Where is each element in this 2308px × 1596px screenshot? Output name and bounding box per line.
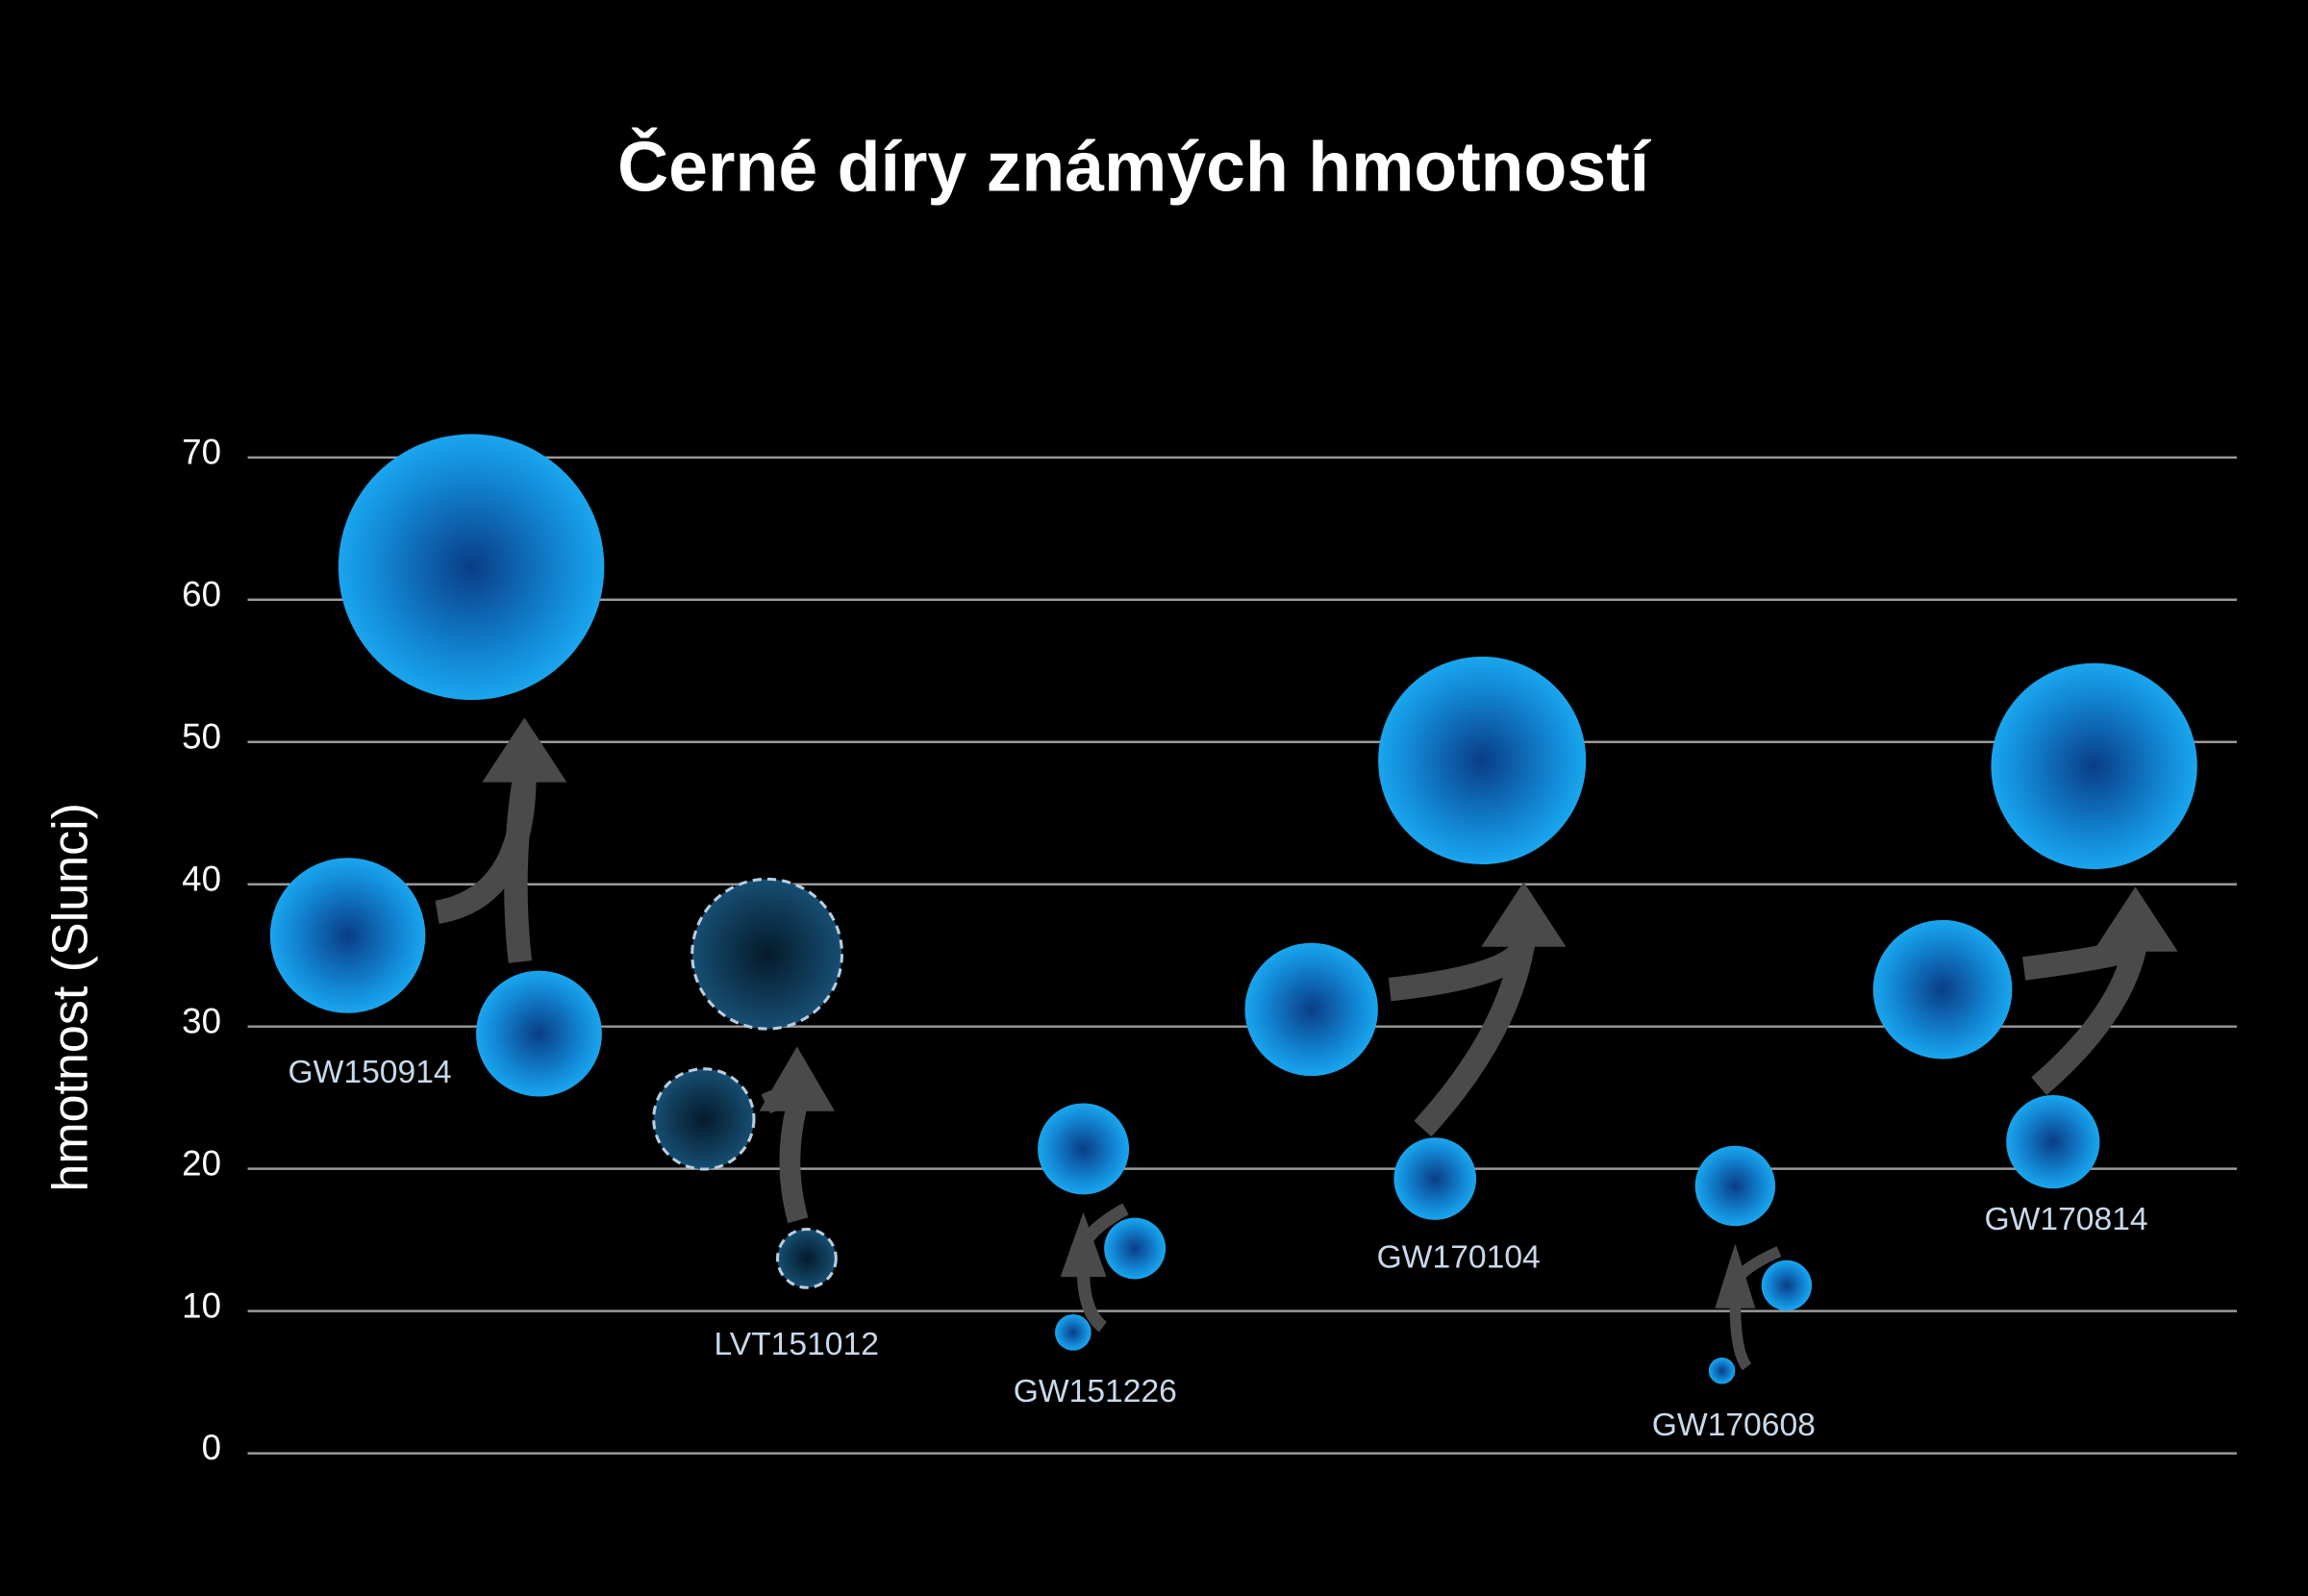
event-label: GW170104: [1377, 1240, 1541, 1276]
arrow-shaft: [779, 1102, 809, 1224]
bubbles: GW150914 LVT151012 GW151226 GW170104 GW17060…: [269, 434, 2197, 1443]
black-hole: [1991, 662, 2197, 870]
event-label: GW151226: [1014, 1374, 1177, 1409]
arrow-head: [1481, 882, 1567, 947]
y-tick-label: 20: [182, 1143, 221, 1183]
event-label: GW170814: [1984, 1202, 2147, 1237]
arrow-head: [759, 1046, 836, 1111]
arrow-head: [482, 717, 567, 783]
chart-title: Černé díry známých hmotností: [617, 126, 1652, 206]
black-hole: [1393, 1137, 1477, 1220]
arrow-head: [2093, 886, 2178, 952]
event-label: LVT151012: [714, 1327, 878, 1362]
y-tick-label: 60: [182, 574, 221, 613]
black-hole: [1244, 942, 1378, 1077]
arrow-shaft: [2031, 942, 2147, 1096]
black-hole: [1378, 656, 1587, 865]
black-hole: [1761, 1259, 1813, 1311]
y-tick-label: 0: [202, 1428, 221, 1467]
arrow-head: [1060, 1211, 1107, 1278]
event-label: GW170608: [1652, 1408, 1816, 1443]
black-hole: [2006, 1094, 2100, 1189]
arrow-shaft: [1414, 938, 1536, 1137]
black-hole: [652, 1067, 756, 1171]
black-hole: [476, 970, 602, 1097]
black-hole: [1708, 1358, 1736, 1384]
black-hole: [1054, 1313, 1091, 1351]
arrows: [435, 717, 2178, 1371]
y-tick-label: 50: [182, 716, 221, 756]
black-hole: [690, 877, 844, 1031]
arrow-shaft: [1076, 1270, 1108, 1333]
y-tick-label: 10: [182, 1285, 221, 1325]
arrow-shaft: [1729, 1302, 1752, 1371]
arrow-shaft: [504, 774, 537, 963]
black-hole: [1694, 1145, 1776, 1227]
y-tick-label: 70: [182, 432, 221, 471]
black-hole: [338, 434, 605, 700]
black-hole: [1038, 1103, 1130, 1195]
y-axis-label: hmotnost (Slunci): [43, 803, 99, 1192]
black-hole: [269, 858, 426, 1013]
event-label: GW150914: [288, 1055, 451, 1090]
y-tick-label: 40: [182, 859, 221, 898]
black-hole: [1104, 1217, 1167, 1280]
black-hole: [776, 1227, 838, 1289]
arrow-head: [1715, 1243, 1756, 1309]
black-hole: [1872, 919, 2013, 1060]
y-tick-label: 30: [182, 1001, 221, 1040]
